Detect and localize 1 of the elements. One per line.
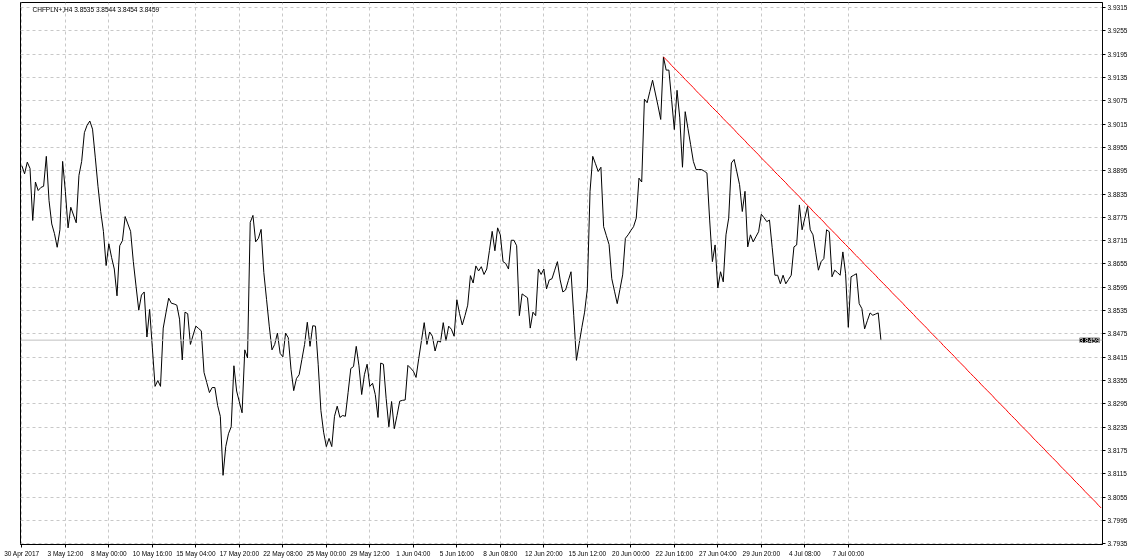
line-series [662, 56, 1102, 509]
